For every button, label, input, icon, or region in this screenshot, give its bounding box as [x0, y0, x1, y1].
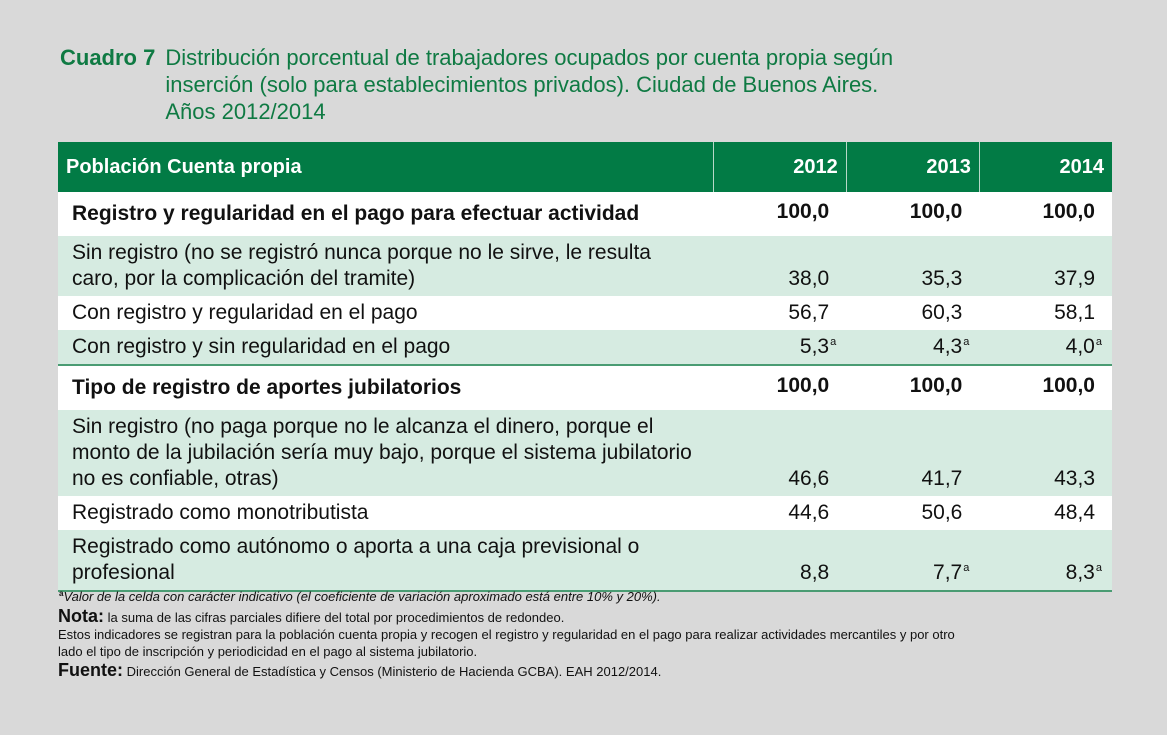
- cell-value: 5,3: [799, 335, 830, 358]
- cell-2012: 5,3a: [713, 330, 847, 366]
- row-label: Registrado como monotributista: [58, 496, 714, 530]
- cell-2013: 60,3: [846, 296, 980, 330]
- cell-2014: 8,3a: [979, 530, 1112, 592]
- footnote-marker: a: [59, 588, 64, 598]
- note-extra-line-2: lado el tipo de inscripción y periodicid…: [58, 644, 478, 659]
- notes-block: aValor de la celda con carácter indicati…: [58, 588, 1118, 680]
- fuente-label: Fuente:: [58, 660, 123, 680]
- footnote-flag: a: [963, 562, 970, 574]
- row-label: Con registro y sin regularidad en el pag…: [58, 330, 714, 366]
- section-row: Registro y regularidad en el pago para e…: [58, 192, 1112, 236]
- cell-value: 50,6: [921, 501, 963, 524]
- cell-2013: 100,0: [846, 365, 980, 410]
- cell-value: 100,0: [1042, 374, 1095, 397]
- title-line-2: inserción (solo para establecimientos pr…: [165, 72, 879, 97]
- cell-value: 38,0: [788, 267, 830, 290]
- cell-value: 41,7: [921, 467, 963, 490]
- cell-value: 60,3: [921, 301, 963, 324]
- header-year-2013: 2013: [845, 142, 980, 192]
- cell-value: 58,1: [1054, 301, 1095, 324]
- row-label: Tipo de registro de aportes jubilatorios: [58, 365, 714, 410]
- table-row: Sin registro (no paga porque no le alcan…: [58, 410, 1112, 496]
- cell-2014: 100,0: [979, 365, 1112, 410]
- cell-value: 100,0: [1042, 200, 1095, 223]
- footnote-flag: a: [830, 336, 837, 348]
- cell-2013: 100,0: [846, 192, 980, 236]
- header-year-2014: 2014: [978, 142, 1112, 192]
- cell-value: 4,0: [1065, 335, 1095, 358]
- cell-value: 8,3: [1065, 561, 1095, 584]
- footnote-flag: a: [1095, 336, 1102, 348]
- cell-value: 100,0: [776, 374, 830, 397]
- cell-2013: 4,3a: [846, 330, 980, 366]
- cell-2013: 50,6: [846, 496, 980, 530]
- row-label: Sin registro (no se registró nunca porqu…: [58, 236, 714, 296]
- cell-value: 100,0: [909, 374, 963, 397]
- footnote-flag: a: [963, 336, 970, 348]
- cell-value: 4,3: [933, 335, 963, 358]
- cell-value: 100,0: [909, 200, 963, 223]
- row-label: Registro y regularidad en el pago para e…: [58, 192, 714, 236]
- title-text: Distribución porcentual de trabajadores …: [165, 44, 1120, 125]
- table-row: Sin registro (no se registró nunca porqu…: [58, 236, 1112, 296]
- table-row: Con registro y regularidad en el pago 56,…: [58, 296, 1112, 330]
- cell-value: 37,9: [1054, 267, 1095, 290]
- title-line-3: Años 2012/2014: [165, 99, 326, 124]
- title-line-1: Distribución porcentual de trabajadores …: [165, 45, 894, 70]
- cuadro-label: Cuadro 7: [60, 45, 156, 70]
- cell-value: 100,0: [776, 200, 830, 223]
- row-label: Con registro y regularidad en el pago: [58, 296, 714, 330]
- cell-2014: 58,1: [979, 296, 1112, 330]
- table-row: Con registro y sin regularidad en el pag…: [58, 330, 1112, 366]
- cell-value: 35,3: [921, 267, 963, 290]
- cell-value: 43,3: [1054, 467, 1095, 490]
- cell-2014: 48,4: [979, 496, 1112, 530]
- cell-2014: 43,3: [979, 410, 1112, 496]
- nota-label: Nota:: [58, 606, 104, 626]
- cell-2012: 56,7: [713, 296, 847, 330]
- footnote: aValor de la celda con carácter indicati…: [58, 588, 1118, 605]
- cell-value: 48,4: [1054, 501, 1095, 524]
- table-row: Registrado como autónomo o aporta a una …: [58, 530, 1112, 592]
- cell-2014: 37,9: [979, 236, 1112, 296]
- header-year-2012: 2012: [712, 142, 847, 192]
- cell-2012: 8,8: [713, 530, 847, 592]
- cell-2013: 35,3: [846, 236, 980, 296]
- fuente: Fuente: Dirección General de Estadística…: [58, 660, 1118, 680]
- cell-value: 8,8: [800, 561, 830, 584]
- cell-2012: 44,6: [713, 496, 847, 530]
- row-label: Sin registro (no paga porque no le alcan…: [58, 410, 714, 496]
- cell-2012: 100,0: [713, 192, 847, 236]
- nota: Nota: la suma de las cifras parciales di…: [58, 606, 1118, 626]
- row-label: Registrado como autónomo o aporta a una …: [58, 530, 714, 592]
- nota-text: la suma de las cifras parciales difiere …: [104, 610, 565, 625]
- table-row: Registrado como monotributista 44,6 50,6 48…: [58, 496, 1112, 530]
- note-extra-line-1: Estos indicadores se registran para la p…: [58, 627, 955, 642]
- cell-value: 44,6: [788, 501, 830, 524]
- footnote-text: Valor de la celda con carácter indicativ…: [63, 589, 661, 604]
- cell-2012: 100,0: [713, 365, 847, 410]
- cell-value: 56,7: [788, 301, 830, 324]
- cell-2014: 100,0: [979, 192, 1112, 236]
- cell-2012: 38,0: [713, 236, 847, 296]
- header-label: Población Cuenta propia: [58, 142, 714, 192]
- cell-2012: 46,6: [713, 410, 847, 496]
- cell-value: 7,7: [933, 561, 963, 584]
- fuente-text: Dirección General de Estadística y Censo…: [123, 664, 662, 679]
- cell-2013: 7,7a: [846, 530, 980, 592]
- header-row: Población Cuenta propia 2012 2013 2014: [58, 142, 1112, 192]
- cell-2014: 4,0a: [979, 330, 1112, 366]
- footnote-flag: a: [1095, 562, 1102, 574]
- section-row: Tipo de registro de aportes jubilatorios…: [58, 365, 1112, 410]
- table-title: Cuadro 7 Distribución porcentual de trab…: [60, 44, 1120, 125]
- data-table: Población Cuenta propia 2012 2013 2014 R…: [58, 142, 1112, 592]
- cell-value: 46,6: [788, 467, 830, 490]
- cell-2013: 41,7: [846, 410, 980, 496]
